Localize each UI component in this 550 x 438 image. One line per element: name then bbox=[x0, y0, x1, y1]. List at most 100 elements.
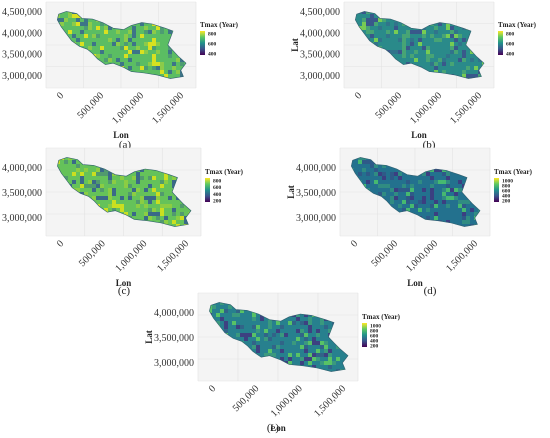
y-tick-label: 3,000,000 bbox=[154, 358, 194, 369]
map-panel-b: 4,500,000 4,000,000 3,500,000 3,000,000 0 500… bbox=[278, 0, 550, 150]
x-tick-label: 0 bbox=[55, 90, 66, 101]
legend-tick-label: 600 bbox=[208, 42, 217, 48]
y-tick-label: 4,000,000 bbox=[2, 28, 42, 39]
y-axis-label: Lat bbox=[290, 38, 300, 52]
x-axis-label: Lon bbox=[270, 423, 286, 433]
legend-colorbar bbox=[205, 178, 210, 202]
x-axis-label: Lon bbox=[411, 130, 427, 140]
legend-tick-label: 1000 bbox=[502, 179, 513, 185]
legend-tick-label: 400 bbox=[506, 52, 515, 58]
x-tick-label: 0 bbox=[349, 238, 360, 249]
map-panel-c: 4,000,000 3,500,000 3,000,000 0 500,000 1,000… bbox=[0, 147, 272, 298]
x-tick-label: 500,000 bbox=[373, 90, 404, 121]
legend-tick-label: 1000 bbox=[370, 324, 381, 330]
legend-title: Tmax (Year) bbox=[498, 21, 537, 29]
y-tick-label: 4,000,000 bbox=[300, 28, 340, 39]
legend-colorbar bbox=[200, 31, 205, 55]
x-tick-label: 1,000,000 bbox=[110, 90, 146, 126]
map-panel-d: 4,000,000 3,500,000 3,000,000 0 500,000 1,000… bbox=[278, 147, 550, 298]
country-outline bbox=[350, 157, 481, 227]
map-plot-d: 4,000,000 3,500,000 3,000,000 0 500,000 1,000… bbox=[286, 147, 533, 288]
map-plot-c: 4,000,000 3,500,000 3,000,000 0 500,000 1,000… bbox=[0, 147, 244, 288]
x-tick-label: 0 bbox=[55, 238, 66, 249]
y-tick-label: 4,000,000 bbox=[2, 163, 42, 174]
x-tick-label: 1,000,000 bbox=[408, 90, 444, 126]
legend-tick-label: 400 bbox=[370, 339, 379, 345]
legend-tick-label: 800 bbox=[208, 32, 217, 38]
legend-tick-label: 800 bbox=[502, 184, 511, 190]
color-legend: Tmax (Year) 800 600 400 bbox=[498, 21, 537, 58]
x-tick-label: 0 bbox=[207, 383, 218, 394]
y-tick-label: 3,000,000 bbox=[2, 213, 42, 224]
legend-tick-label: 200 bbox=[370, 344, 379, 350]
y-tick-label: 3,000,000 bbox=[300, 71, 340, 82]
x-tick-label: 1,500,000 bbox=[150, 90, 186, 126]
legend-title: Tmax (Year) bbox=[362, 313, 401, 321]
legend-colorbar bbox=[494, 178, 499, 202]
y-tick-label: 3,000,000 bbox=[2, 71, 42, 82]
legend-tick-label: 400 bbox=[213, 192, 222, 198]
x-tick-label: 1,500,000 bbox=[155, 238, 191, 274]
legend-tick-label: 400 bbox=[502, 194, 511, 200]
legend-title: Tmax (Year) bbox=[205, 168, 244, 176]
map-plot-b: 4,500,000 4,000,000 3,500,000 3,000,000 0 500… bbox=[290, 1, 537, 140]
country-outline bbox=[56, 11, 187, 79]
country-outline bbox=[209, 302, 349, 372]
x-tick-label: 1,000,000 bbox=[113, 238, 149, 274]
legend-tick-label: 400 bbox=[208, 52, 217, 58]
country-outline bbox=[354, 11, 485, 79]
x-tick-label: 1,000,000 bbox=[269, 383, 305, 419]
y-tick-label: 3,500,000 bbox=[2, 50, 42, 61]
legend-title: Tmax (Year) bbox=[494, 168, 533, 176]
y-tick-label: 4,000,000 bbox=[154, 308, 194, 319]
x-tick-label: 500,000 bbox=[231, 383, 262, 414]
caption-d: (d) bbox=[423, 285, 437, 297]
y-axis-label: Lat bbox=[0, 38, 2, 52]
x-tick-label: 1,000,000 bbox=[404, 238, 440, 274]
map-plot-a: 4,500,000 4,000,000 3,500,000 3,000,000 0 500… bbox=[0, 1, 239, 140]
map-panel-a: 4,500,000 4,000,000 3,500,000 3,000,000 0 500… bbox=[0, 0, 272, 150]
y-tick-label: 4,500,000 bbox=[300, 7, 340, 18]
map-panel-e: 4,000,000 3,500,000 3,000,000 0 500,000 1,000… bbox=[140, 292, 412, 438]
y-axis-label: Lat bbox=[144, 330, 154, 344]
y-tick-label: 3,000,000 bbox=[296, 213, 336, 224]
y-tick-label: 4,000,000 bbox=[296, 163, 336, 174]
x-axis-label: Lon bbox=[116, 278, 132, 288]
y-tick-label: 3,500,000 bbox=[300, 50, 340, 61]
x-tick-label: 1,500,000 bbox=[312, 383, 348, 419]
x-tick-label: 500,000 bbox=[77, 238, 108, 269]
legend-tick-label: 600 bbox=[370, 334, 379, 340]
x-axis-label: Lon bbox=[407, 278, 423, 288]
y-tick-label: 3,500,000 bbox=[296, 188, 336, 199]
legend-tick-label: 600 bbox=[213, 185, 222, 191]
x-axis-label: Lon bbox=[113, 130, 129, 140]
legend-tick-label: 200 bbox=[213, 199, 222, 205]
country-outline bbox=[57, 157, 192, 227]
legend-tick-label: 800 bbox=[213, 179, 222, 185]
y-tick-label: 3,500,000 bbox=[154, 333, 194, 344]
color-legend: Tmax (Year) 800 600 400 bbox=[200, 21, 239, 58]
x-tick-label: 1,500,000 bbox=[448, 90, 484, 126]
caption-e: (e) bbox=[266, 422, 280, 434]
legend-tick-label: 600 bbox=[502, 189, 511, 195]
x-tick-label: 1,500,000 bbox=[444, 238, 480, 274]
legend-tick-label: 200 bbox=[502, 199, 511, 205]
legend-tick-label: 800 bbox=[370, 329, 379, 335]
legend-tick-label: 800 bbox=[506, 32, 515, 38]
y-tick-label: 4,500,000 bbox=[2, 7, 42, 18]
legend-title: Tmax (Year) bbox=[200, 21, 239, 29]
x-tick-label: 500,000 bbox=[369, 238, 400, 269]
y-tick-label: 3,500,000 bbox=[2, 188, 42, 199]
legend-tick-label: 600 bbox=[506, 42, 515, 48]
caption-c: (c) bbox=[117, 285, 131, 297]
x-tick-label: 0 bbox=[353, 90, 364, 101]
y-axis-label: Lat bbox=[0, 185, 2, 199]
legend-colorbar bbox=[498, 31, 503, 55]
x-tick-label: 500,000 bbox=[75, 90, 106, 121]
y-axis-label: Lat bbox=[286, 185, 296, 199]
legend-colorbar bbox=[362, 323, 367, 347]
map-plot-e: 4,000,000 3,500,000 3,000,000 0 500,000 1,000… bbox=[144, 292, 401, 433]
